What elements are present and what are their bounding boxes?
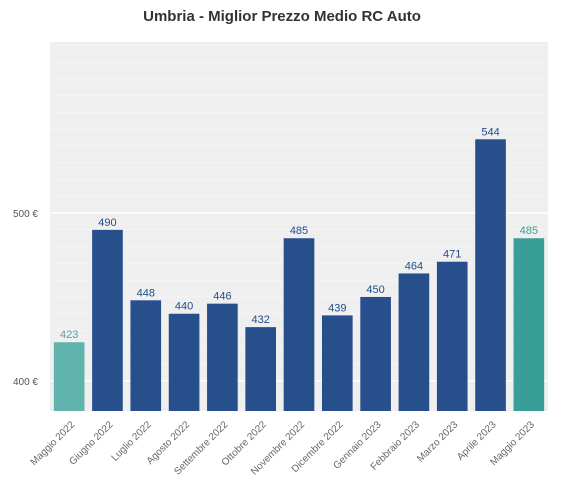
bar-value-label: 450: [366, 284, 384, 296]
bar-value-label: 446: [213, 291, 231, 303]
bar: [398, 273, 430, 411]
bar-value-label: 471: [443, 249, 461, 261]
bar: [283, 238, 315, 411]
bar: [92, 229, 123, 411]
bar-value-label: 544: [481, 126, 499, 138]
y-tick-label: 500 €: [13, 209, 38, 220]
bar-value-label: 423: [60, 329, 78, 341]
bar-value-label: 485: [290, 225, 308, 237]
bar: [130, 300, 162, 411]
bar-value-label: 490: [98, 217, 116, 229]
bar-value-label: 464: [405, 260, 423, 272]
bar: [321, 315, 353, 411]
bar-value-label: 448: [137, 287, 155, 299]
bar-value-label: 440: [175, 301, 193, 313]
bar: [475, 139, 506, 412]
data-labels: 423 490 448 440 446 432 485 439 450 464 471 544 485: [60, 126, 538, 341]
bars: [53, 139, 545, 412]
chart-title: Umbria - Miglior Prezzo Medio RC Auto: [143, 8, 421, 25]
bar: [513, 238, 545, 411]
bar-value-label: 439: [328, 302, 346, 314]
bar: [168, 313, 200, 411]
bar: [53, 342, 85, 411]
bar-value-label: 432: [252, 314, 270, 326]
y-axis-ticks: 400 € 500 €: [13, 209, 38, 388]
y-tick-label: 400 €: [13, 377, 38, 388]
bar: [360, 296, 391, 411]
x-tick-label: Marzo 2023: [415, 419, 460, 464]
bar: [207, 303, 238, 411]
bar: [436, 261, 468, 411]
bar: [245, 327, 277, 411]
bar-value-label: 485: [520, 225, 538, 237]
